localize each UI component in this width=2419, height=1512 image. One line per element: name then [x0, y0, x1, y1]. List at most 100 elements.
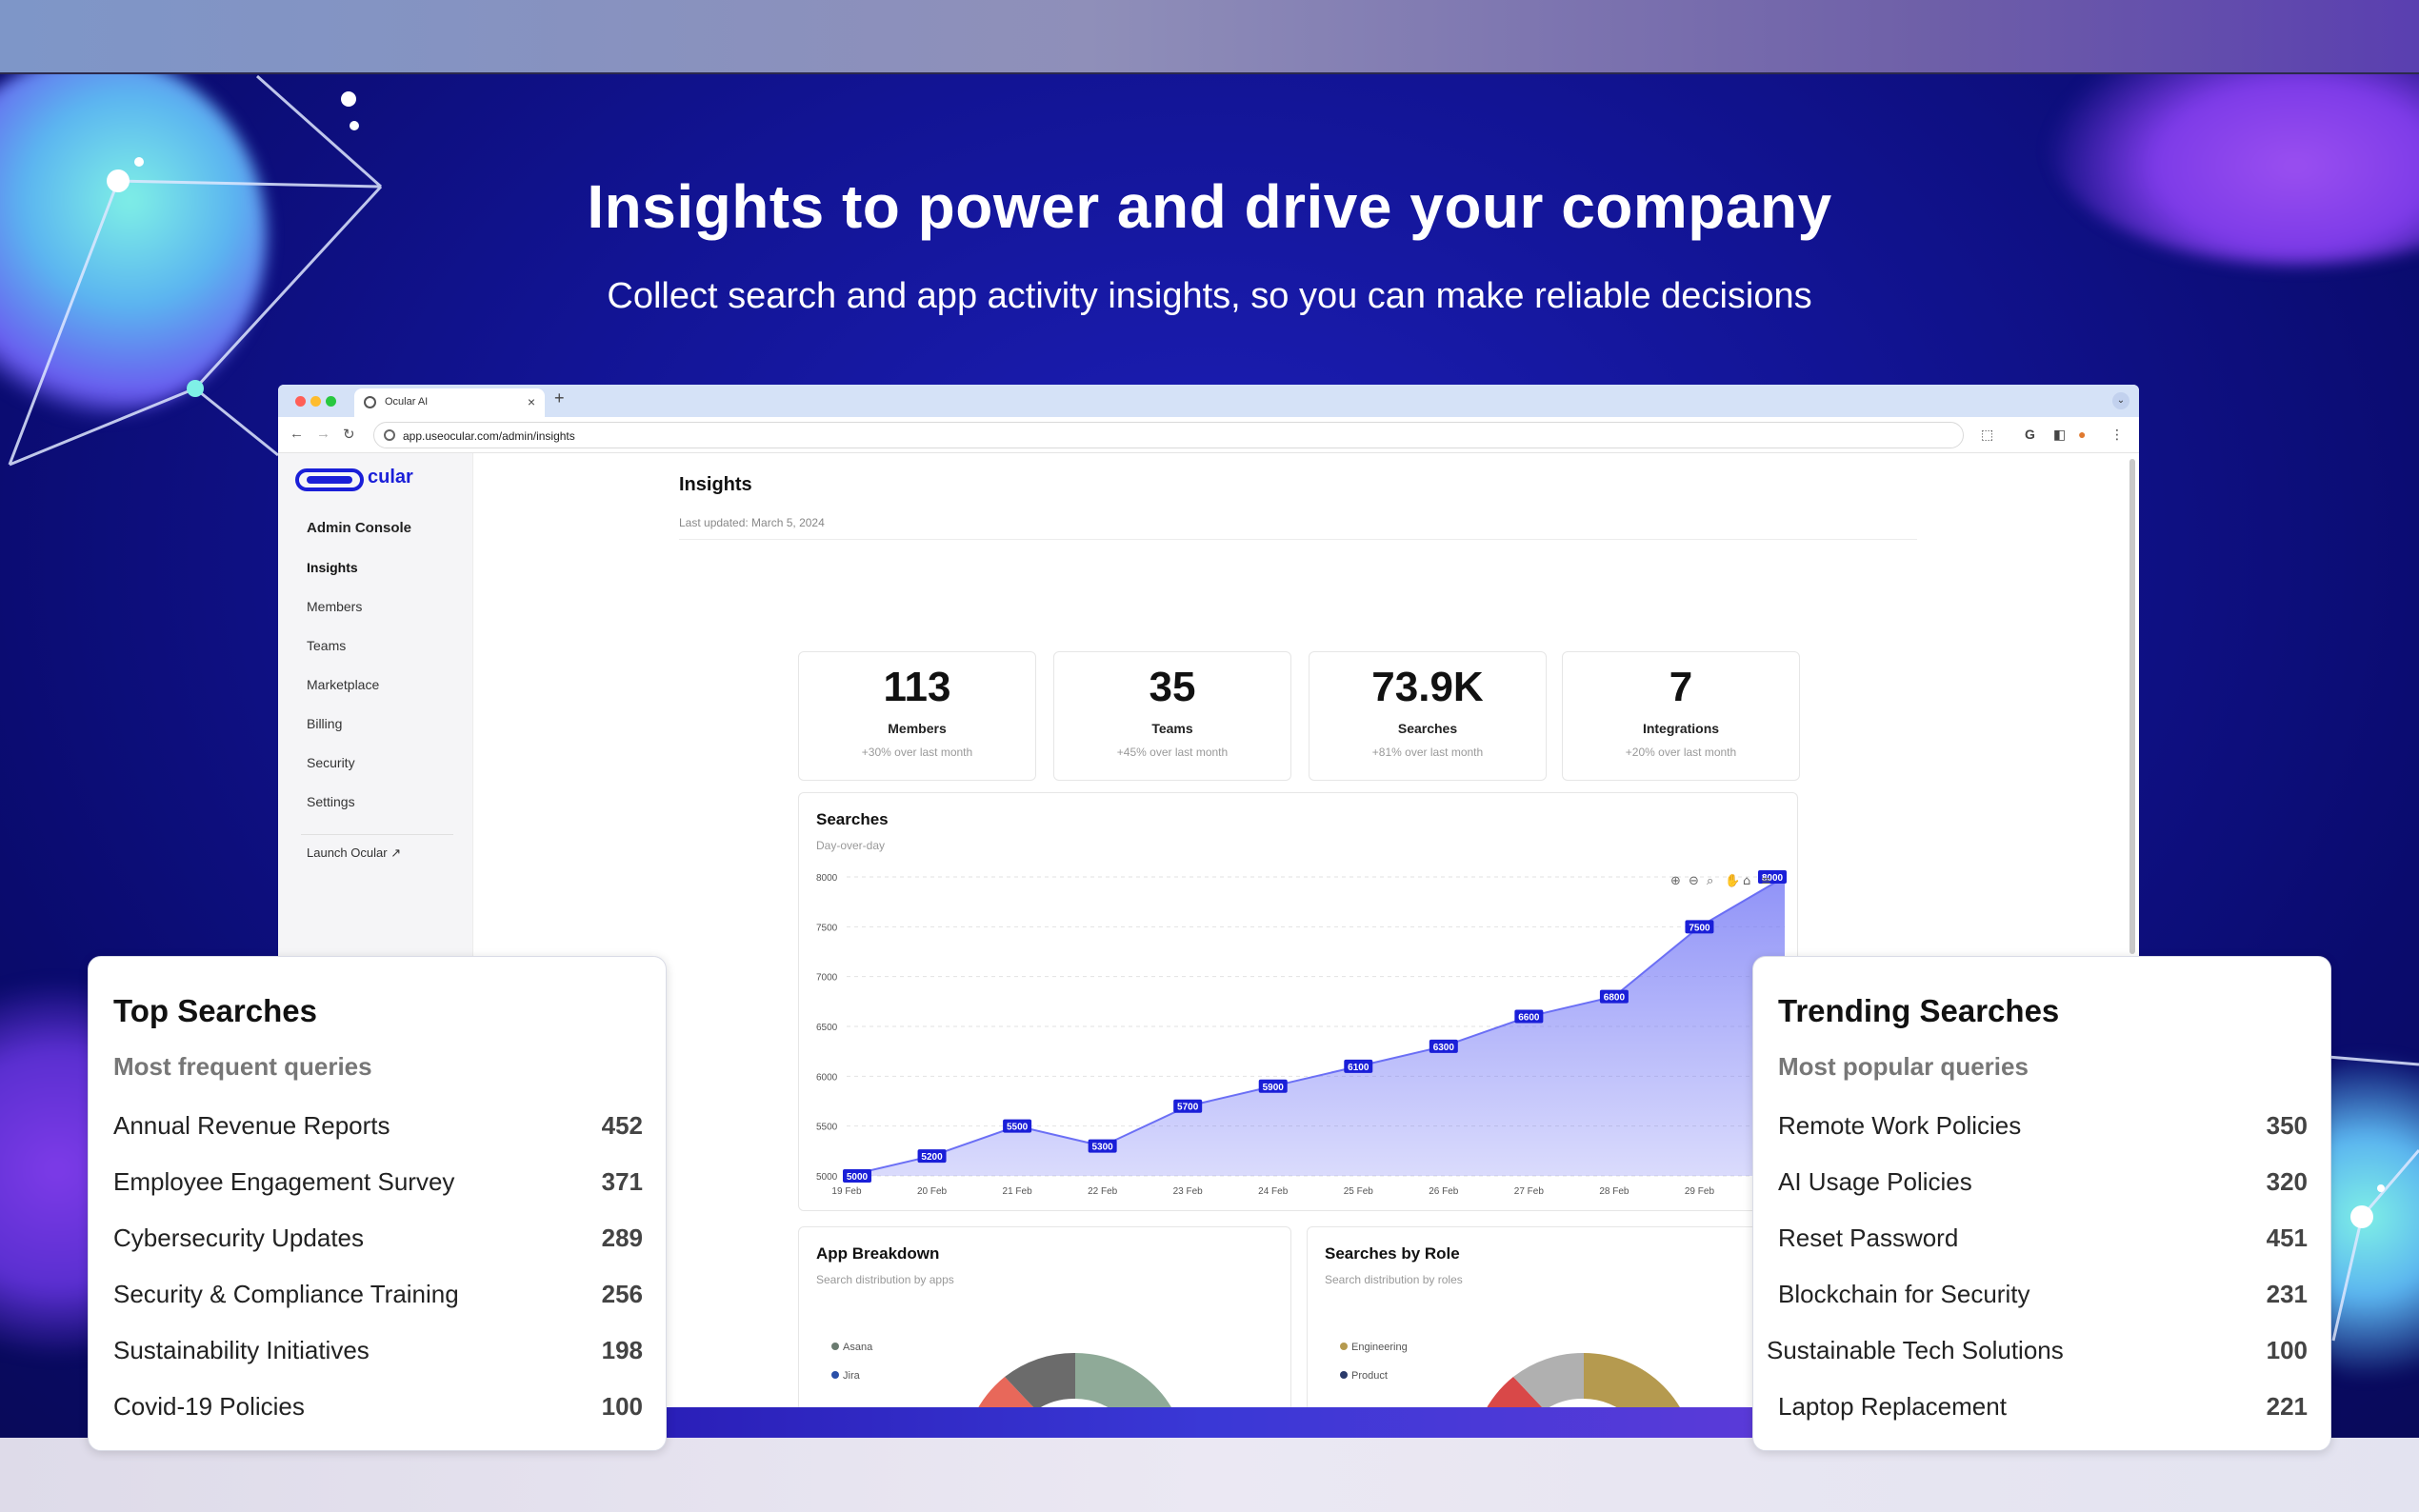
legend-item-jira[interactable]: Jira	[831, 1370, 860, 1382]
list-item[interactable]: Sustainable Tech Solutions 100	[1767, 1336, 2308, 1374]
decorative-band	[665, 1407, 1752, 1438]
data-label-bg	[1173, 1099, 1203, 1113]
search-zoom-icon[interactable]: ⌕	[1707, 874, 1713, 888]
x-tick-label: 23 Feb	[1173, 1186, 1204, 1197]
browser-tab-bar: Ocular AI × + ⌄	[278, 385, 2139, 417]
new-tab-icon[interactable]: +	[554, 388, 565, 408]
zoom-out-icon[interactable]: ⊖	[1689, 874, 1699, 888]
data-label-bg	[1003, 1119, 1032, 1133]
list-item[interactable]: Blockchain for Security 231	[1778, 1280, 2308, 1318]
console-label: Admin Console	[307, 520, 412, 536]
stat-card-teams: 35 Teams +45% over last month	[1053, 651, 1291, 781]
profile-avatar-icon[interactable]: ●	[2078, 427, 2087, 442]
search-count: 451	[2266, 1224, 2308, 1252]
data-label: 6100	[1348, 1063, 1369, 1073]
data-label: 5700	[1177, 1103, 1199, 1113]
reload-icon[interactable]: ↻	[343, 427, 355, 443]
x-tick-label: 24 Feb	[1258, 1186, 1289, 1197]
list-item[interactable]: Employee Engagement Survey 371	[113, 1167, 643, 1205]
minimize-window-dot[interactable]	[310, 396, 321, 407]
sidebar-item-marketplace[interactable]: Marketplace	[307, 677, 380, 692]
browser-tab[interactable]: Ocular AI ×	[354, 388, 545, 417]
legend-item-product[interactable]: Product	[1340, 1370, 1388, 1382]
sidebar-item-settings[interactable]: Settings	[307, 794, 355, 809]
sidebar-item-members[interactable]: Members	[307, 599, 363, 614]
top-searches-title: Top Searches	[113, 993, 317, 1028]
stat-label: Integrations	[1642, 721, 1720, 736]
searches-by-role-title: Searches by Role	[1325, 1244, 1460, 1263]
list-item[interactable]: AI Usage Policies 320	[1778, 1167, 2308, 1205]
search-count: 231	[2266, 1280, 2308, 1308]
forward-arrow-icon[interactable]: →	[316, 426, 330, 442]
pan-icon[interactable]: ✋	[1725, 873, 1740, 888]
maximize-window-dot[interactable]	[326, 396, 336, 407]
list-item[interactable]: Laptop Replacement 221	[1778, 1392, 2308, 1430]
y-tick-label: 6500	[816, 1023, 838, 1033]
y-tick-label: 5000	[816, 1172, 838, 1183]
legend-item-engineering[interactable]: Engineering	[1340, 1342, 1408, 1353]
sidebar-item-insights[interactable]: Insights	[307, 560, 358, 575]
search-query: Laptop Replacement	[1778, 1392, 2007, 1421]
last-updated-text: Last updated: March 5, 2024	[679, 516, 825, 529]
data-label: 6600	[1518, 1013, 1540, 1024]
more-vertical-icon[interactable]: ⋮	[2110, 427, 2124, 442]
chevron-down-icon[interactable]: ⌄	[2112, 392, 2129, 409]
google-icon[interactable]: G	[2025, 427, 2035, 442]
menu-icon[interactable]: ≡	[1761, 874, 1771, 888]
search-query: Security & Compliance Training	[113, 1280, 459, 1308]
close-icon[interactable]: ×	[527, 394, 535, 409]
stat-value: 35	[1149, 664, 1196, 710]
main-content: Insights Last updated: March 5, 2024 113…	[473, 453, 2139, 1438]
stat-value: 73.9K	[1371, 664, 1484, 710]
legend-label: Jira	[843, 1370, 860, 1382]
chart-subtitle: Day-over-day	[816, 839, 886, 852]
list-item[interactable]: Security & Compliance Training 256	[113, 1280, 643, 1318]
legend-item-asana[interactable]: Asana	[831, 1342, 872, 1353]
close-window-dot[interactable]	[295, 396, 306, 407]
ocular-logo[interactable]: cular	[295, 467, 438, 491]
stat-change: +30% over last month	[861, 746, 973, 759]
searches-area-chart[interactable]: 5000 5500 6000 6500 7000 7500 8000 5000 5200 5500…	[799, 793, 1799, 1212]
sidebar-divider	[301, 834, 453, 835]
list-item[interactable]: Covid-19 Policies 100	[113, 1392, 643, 1430]
home-icon[interactable]: ⌂	[1743, 874, 1750, 888]
stat-change: +20% over last month	[1625, 746, 1737, 759]
list-item[interactable]: Remote Work Policies 350	[1778, 1111, 2308, 1149]
search-count: 371	[601, 1167, 643, 1196]
sidebar-item-billing[interactable]: Billing	[307, 716, 343, 731]
zoom-in-icon[interactable]: ⊕	[1670, 874, 1681, 888]
logo-mark-icon	[295, 468, 364, 491]
search-query: Covid-19 Policies	[113, 1392, 305, 1421]
legend-dot	[831, 1343, 839, 1350]
search-count: 289	[601, 1224, 643, 1252]
list-item[interactable]: Cybersecurity Updates 289	[113, 1224, 643, 1262]
node-dot	[107, 169, 130, 192]
sidepanel-icon[interactable]: ◧	[2053, 427, 2067, 442]
y-tick-label: 7500	[816, 923, 838, 933]
list-item[interactable]: Sustainability Initiatives 198	[113, 1336, 643, 1374]
scrollbar[interactable]	[2129, 459, 2135, 954]
launch-ocular-link[interactable]: Launch Ocular ↗	[307, 846, 401, 861]
site-info-icon[interactable]	[384, 429, 395, 441]
legend-label: Asana	[843, 1342, 873, 1353]
y-tick-label: 8000	[816, 873, 838, 884]
search-count: 452	[601, 1111, 643, 1140]
data-label-bg	[1758, 870, 1787, 884]
data-label-bg	[1429, 1039, 1458, 1053]
hero-subtitle: Collect search and app activity insights…	[607, 276, 1812, 316]
extension-icon[interactable]: ⬚	[1981, 427, 1994, 442]
sidebar-item-teams[interactable]: Teams	[307, 638, 347, 653]
legend-label: Engineering	[1351, 1342, 1408, 1353]
trending-searches-subtitle: Most popular queries	[1778, 1052, 2029, 1081]
list-item[interactable]: Annual Revenue Reports 452	[113, 1111, 643, 1149]
url-text: app.useocular.com/admin/insights	[403, 429, 575, 443]
data-label-bg	[1088, 1139, 1117, 1153]
sidebar-item-security[interactable]: Security	[307, 755, 355, 770]
app-breakdown-card: App Breakdown Search distribution by app…	[798, 1226, 1291, 1438]
legend-dot	[831, 1371, 839, 1379]
back-arrow-icon[interactable]: ←	[290, 426, 304, 442]
x-tick-label: 26 Feb	[1429, 1186, 1459, 1197]
url-input[interactable]: app.useocular.com/admin/insights	[373, 422, 1964, 448]
search-query: Remote Work Policies	[1778, 1111, 2022, 1140]
list-item[interactable]: Reset Password 451	[1778, 1224, 2308, 1262]
